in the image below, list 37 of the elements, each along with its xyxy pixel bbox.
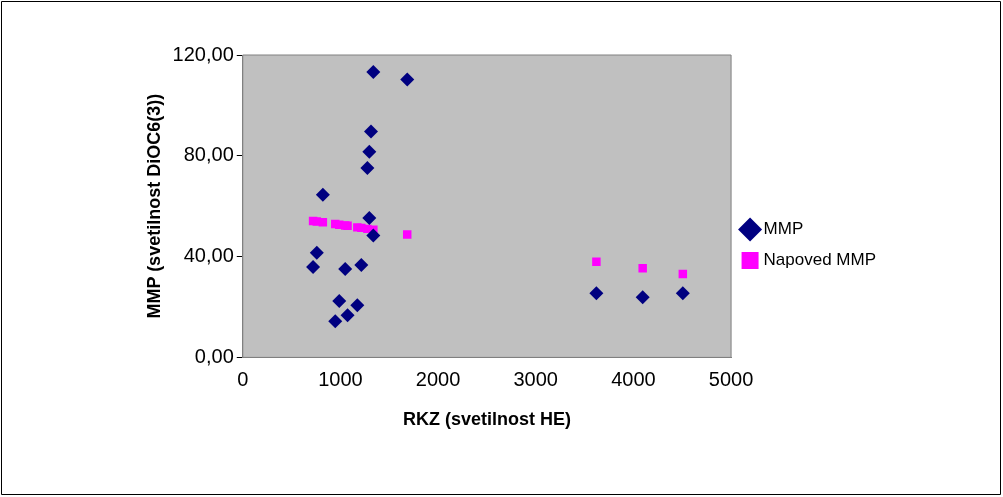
point [362,211,377,226]
x-tick-label: 0 [237,367,249,390]
point [306,259,321,274]
point [366,64,381,79]
x-tick-label: 4000 [611,367,656,390]
y-tick-label: 80,00 [183,143,234,166]
point [402,230,412,239]
point [328,314,343,329]
point [350,298,365,313]
point [354,257,369,272]
point [362,144,377,159]
y-axis-title: MMP (svetilnost DiOC6(3)) [143,93,164,319]
point [675,286,690,301]
point [366,228,381,243]
point [592,257,601,266]
point [340,308,355,323]
point [635,290,650,305]
x-tick-label: 1000 [318,367,363,390]
legend-label: MMP [763,219,804,239]
point [400,72,415,87]
point [364,124,378,139]
legend-label: Napoved MMP [763,250,876,270]
x-tick-label: 3000 [513,367,558,390]
point [315,187,330,202]
point [332,293,347,308]
y-tick-label: 120,00 [172,42,234,65]
point [589,286,604,301]
point [338,261,353,276]
point [309,245,324,260]
y-tick-label: 40,00 [183,244,234,267]
y-tick-label: 0,00 [194,344,234,367]
point [638,263,647,273]
x-tick-label: 5000 [708,367,754,390]
x-axis-title: RKZ (svetilnost HE) [402,409,571,430]
point [353,223,362,232]
point [360,160,375,175]
x-tick-label: 2000 [415,367,461,390]
